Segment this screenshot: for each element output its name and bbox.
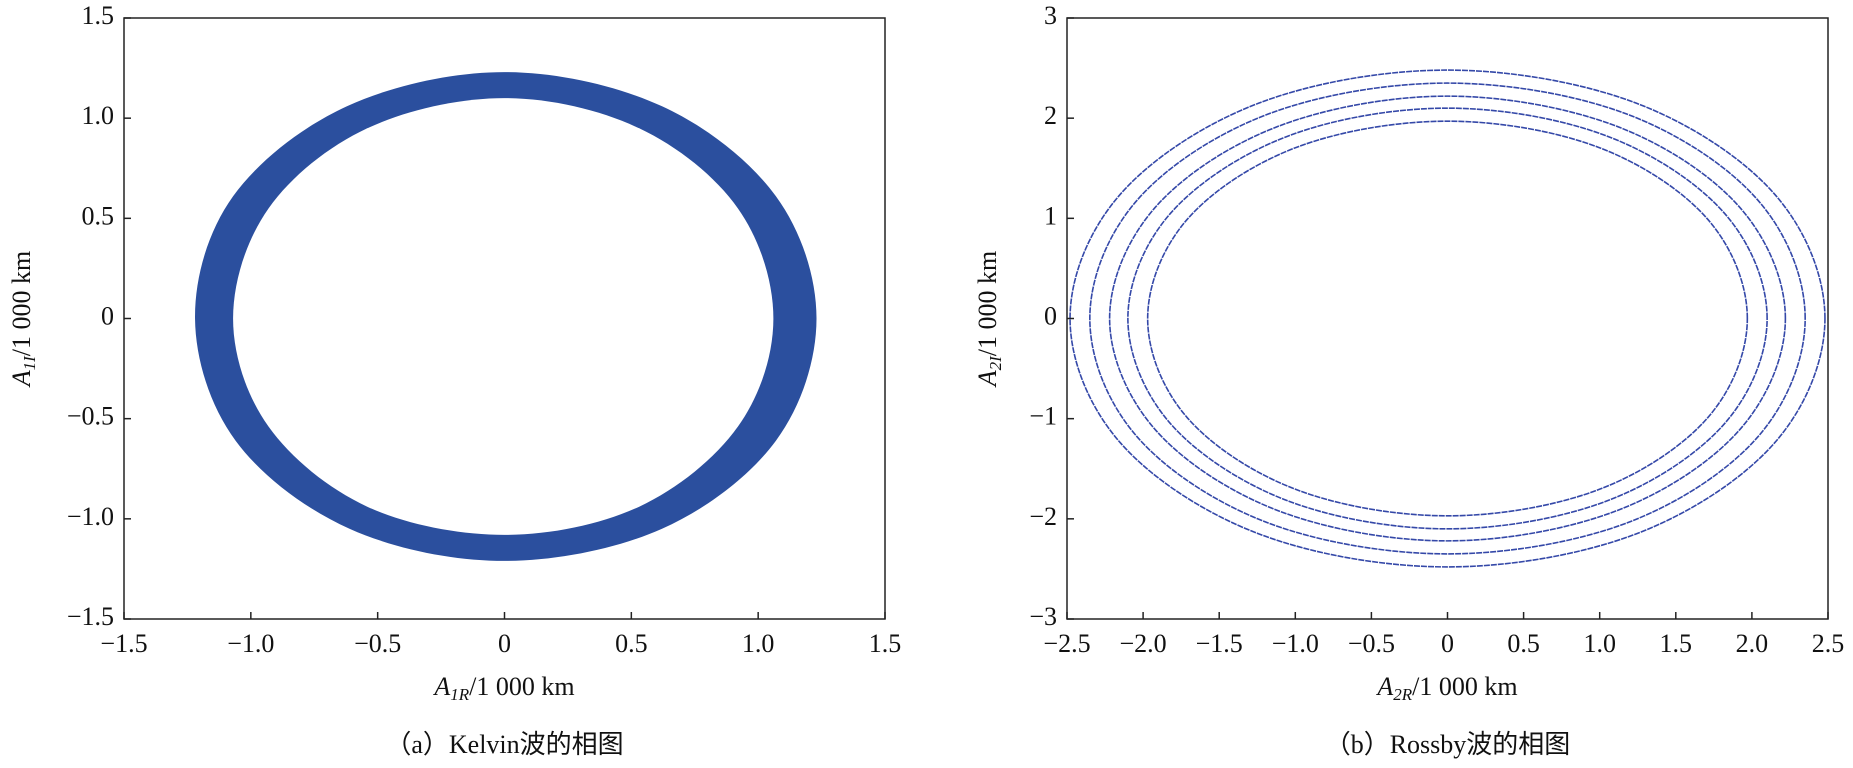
x-tick-label: 1.5 xyxy=(869,629,902,658)
trajectory xyxy=(1108,95,1787,542)
axis-unit: /1 000 km xyxy=(973,251,1002,356)
axis-label: A1R/1 000 km xyxy=(432,672,574,704)
y-tick-label: 2 xyxy=(1044,101,1057,130)
x-tick-label: 0.5 xyxy=(1507,629,1540,658)
axis-symbol: A xyxy=(1375,672,1393,701)
y-tick-label: −2 xyxy=(1029,502,1057,531)
x-tick-label: −1.5 xyxy=(100,629,147,658)
x-tick-label: −1.5 xyxy=(1196,629,1243,658)
y-tick-label: 3 xyxy=(1044,1,1057,30)
x-tick-label: 0 xyxy=(498,629,511,658)
axis-unit: /1 000 km xyxy=(469,672,574,701)
x-tick-label: 1.5 xyxy=(1660,629,1693,658)
y-tick-label: −1.5 xyxy=(67,602,114,631)
y-tick-label: 0.5 xyxy=(82,201,115,230)
ring-area xyxy=(233,98,774,535)
y-tick-label: −3 xyxy=(1029,602,1057,631)
y-tick-label: 1.5 xyxy=(82,1,115,30)
y-tick-label: 1.0 xyxy=(82,101,115,130)
x-tick-label: 2.5 xyxy=(1812,629,1845,658)
trajectory xyxy=(1069,69,1826,568)
trajectory xyxy=(1089,82,1806,555)
y-tick-label: 0 xyxy=(101,301,114,330)
y-tick-label: −1 xyxy=(1029,402,1057,431)
axis-subscript: 1R xyxy=(450,685,470,704)
trajectory xyxy=(1127,107,1768,530)
axis-unit: /1 000 km xyxy=(1412,672,1517,701)
axis-unit: /1 000 km xyxy=(7,251,36,356)
axis-subscript: 2R xyxy=(1393,685,1413,704)
x-tick-label: −2.0 xyxy=(1120,629,1167,658)
y-tick-label: 0 xyxy=(1044,301,1057,330)
x-tick-label: 2.0 xyxy=(1736,629,1769,658)
trajectory xyxy=(1146,120,1749,517)
x-tick-label: −0.5 xyxy=(1348,629,1395,658)
axis-symbol: A xyxy=(973,370,1002,388)
axis-symbol: A xyxy=(432,672,450,701)
x-tick-label: 0.5 xyxy=(615,629,648,658)
caption: （a）Kelvin波的相图 xyxy=(385,730,623,759)
axis-label: A2R/1 000 km xyxy=(1375,672,1517,704)
x-tick-label: −2.5 xyxy=(1043,629,1090,658)
x-tick-label: 0 xyxy=(1441,629,1454,658)
x-tick-label: 1.0 xyxy=(1583,629,1616,658)
y-tick-label: −1.0 xyxy=(67,502,114,531)
axis-subscript: 2I xyxy=(986,355,1005,371)
axis-label: A1I/1 000 km xyxy=(7,251,39,389)
axis-symbol: A xyxy=(7,370,36,388)
x-tick-label: 1.0 xyxy=(742,629,775,658)
x-tick-label: −1.0 xyxy=(1272,629,1319,658)
y-tick-label: 1 xyxy=(1044,201,1057,230)
x-tick-label: −1.0 xyxy=(227,629,274,658)
x-tick-label: −0.5 xyxy=(354,629,401,658)
axis-subscript: 1I xyxy=(20,355,39,371)
axis-label: A2I/1 000 km xyxy=(973,251,1005,389)
caption: （b）Rossby波的相图 xyxy=(1325,730,1571,759)
y-tick-label: −0.5 xyxy=(67,402,114,431)
